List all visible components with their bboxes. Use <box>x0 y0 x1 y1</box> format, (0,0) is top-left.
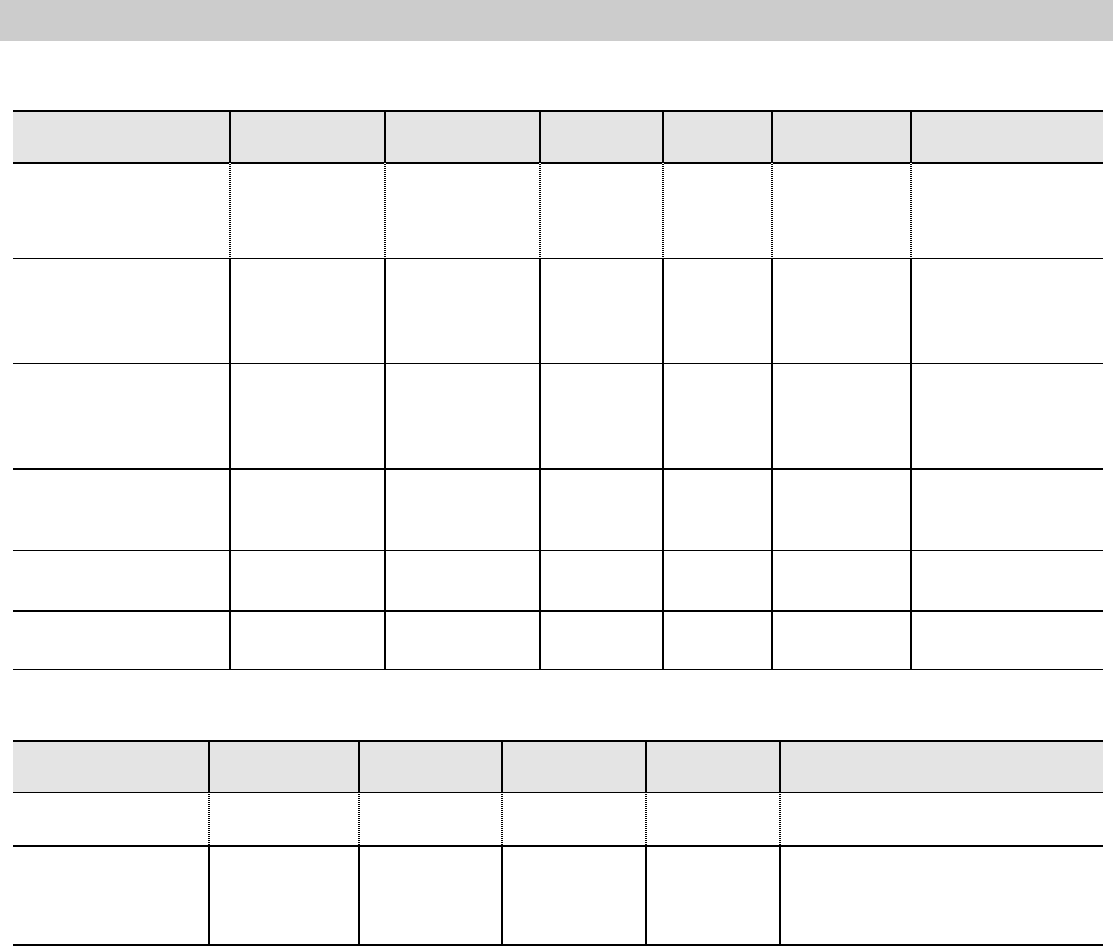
column-divider <box>645 845 647 944</box>
column-divider <box>779 845 781 944</box>
column-divider <box>662 468 664 550</box>
column-divider <box>771 468 773 550</box>
column-divider <box>384 258 386 363</box>
column-divider <box>384 468 386 550</box>
column-divider <box>229 258 231 363</box>
column-divider <box>229 363 231 468</box>
column-divider <box>645 740 647 792</box>
column-divider <box>662 258 664 363</box>
column-divider <box>662 162 664 258</box>
row-divider <box>13 110 1103 112</box>
column-divider <box>662 610 664 669</box>
column-divider <box>539 110 541 162</box>
row-divider <box>13 944 1103 946</box>
row-divider <box>13 258 1103 259</box>
column-divider <box>771 110 773 162</box>
row-divider <box>13 610 1103 612</box>
column-divider <box>910 468 912 550</box>
column-divider <box>501 845 503 944</box>
column-divider <box>910 363 912 468</box>
top-bar <box>0 0 1113 41</box>
column-divider <box>384 162 386 258</box>
column-divider <box>539 162 541 258</box>
column-divider <box>771 258 773 363</box>
column-divider <box>358 792 360 845</box>
column-divider <box>208 792 210 845</box>
column-divider <box>501 792 503 845</box>
column-divider <box>662 110 664 162</box>
table-header <box>13 110 1103 162</box>
column-divider <box>779 792 781 845</box>
column-divider <box>229 610 231 669</box>
column-divider <box>539 550 541 610</box>
row-divider <box>13 845 1103 847</box>
row-divider <box>13 740 1103 742</box>
row-divider <box>13 550 1103 551</box>
column-divider <box>501 740 503 792</box>
column-divider <box>229 550 231 610</box>
row-divider <box>13 162 1103 164</box>
row-divider <box>13 468 1103 470</box>
column-divider <box>662 550 664 610</box>
column-divider <box>229 468 231 550</box>
row-divider <box>13 792 1103 793</box>
column-divider <box>910 550 912 610</box>
column-divider <box>208 740 210 792</box>
column-divider <box>539 468 541 550</box>
row-divider <box>13 363 1103 364</box>
column-divider <box>910 110 912 162</box>
column-divider <box>662 363 664 468</box>
column-divider <box>910 258 912 363</box>
column-divider <box>384 550 386 610</box>
column-divider <box>910 610 912 669</box>
table-header <box>13 740 1103 792</box>
column-divider <box>358 845 360 944</box>
table-2 <box>13 740 1103 946</box>
column-divider <box>771 363 773 468</box>
table-1 <box>13 110 1103 670</box>
column-divider <box>771 162 773 258</box>
column-divider <box>384 363 386 468</box>
column-divider <box>539 258 541 363</box>
column-divider <box>539 363 541 468</box>
column-divider <box>358 740 360 792</box>
column-divider <box>771 610 773 669</box>
column-divider <box>910 162 912 258</box>
column-divider <box>539 610 541 669</box>
column-divider <box>645 792 647 845</box>
column-divider <box>208 845 210 944</box>
column-divider <box>229 162 231 258</box>
row-divider <box>13 669 1103 670</box>
column-divider <box>384 110 386 162</box>
column-divider <box>229 110 231 162</box>
column-divider <box>384 610 386 669</box>
column-divider <box>771 550 773 610</box>
column-divider <box>779 740 781 792</box>
